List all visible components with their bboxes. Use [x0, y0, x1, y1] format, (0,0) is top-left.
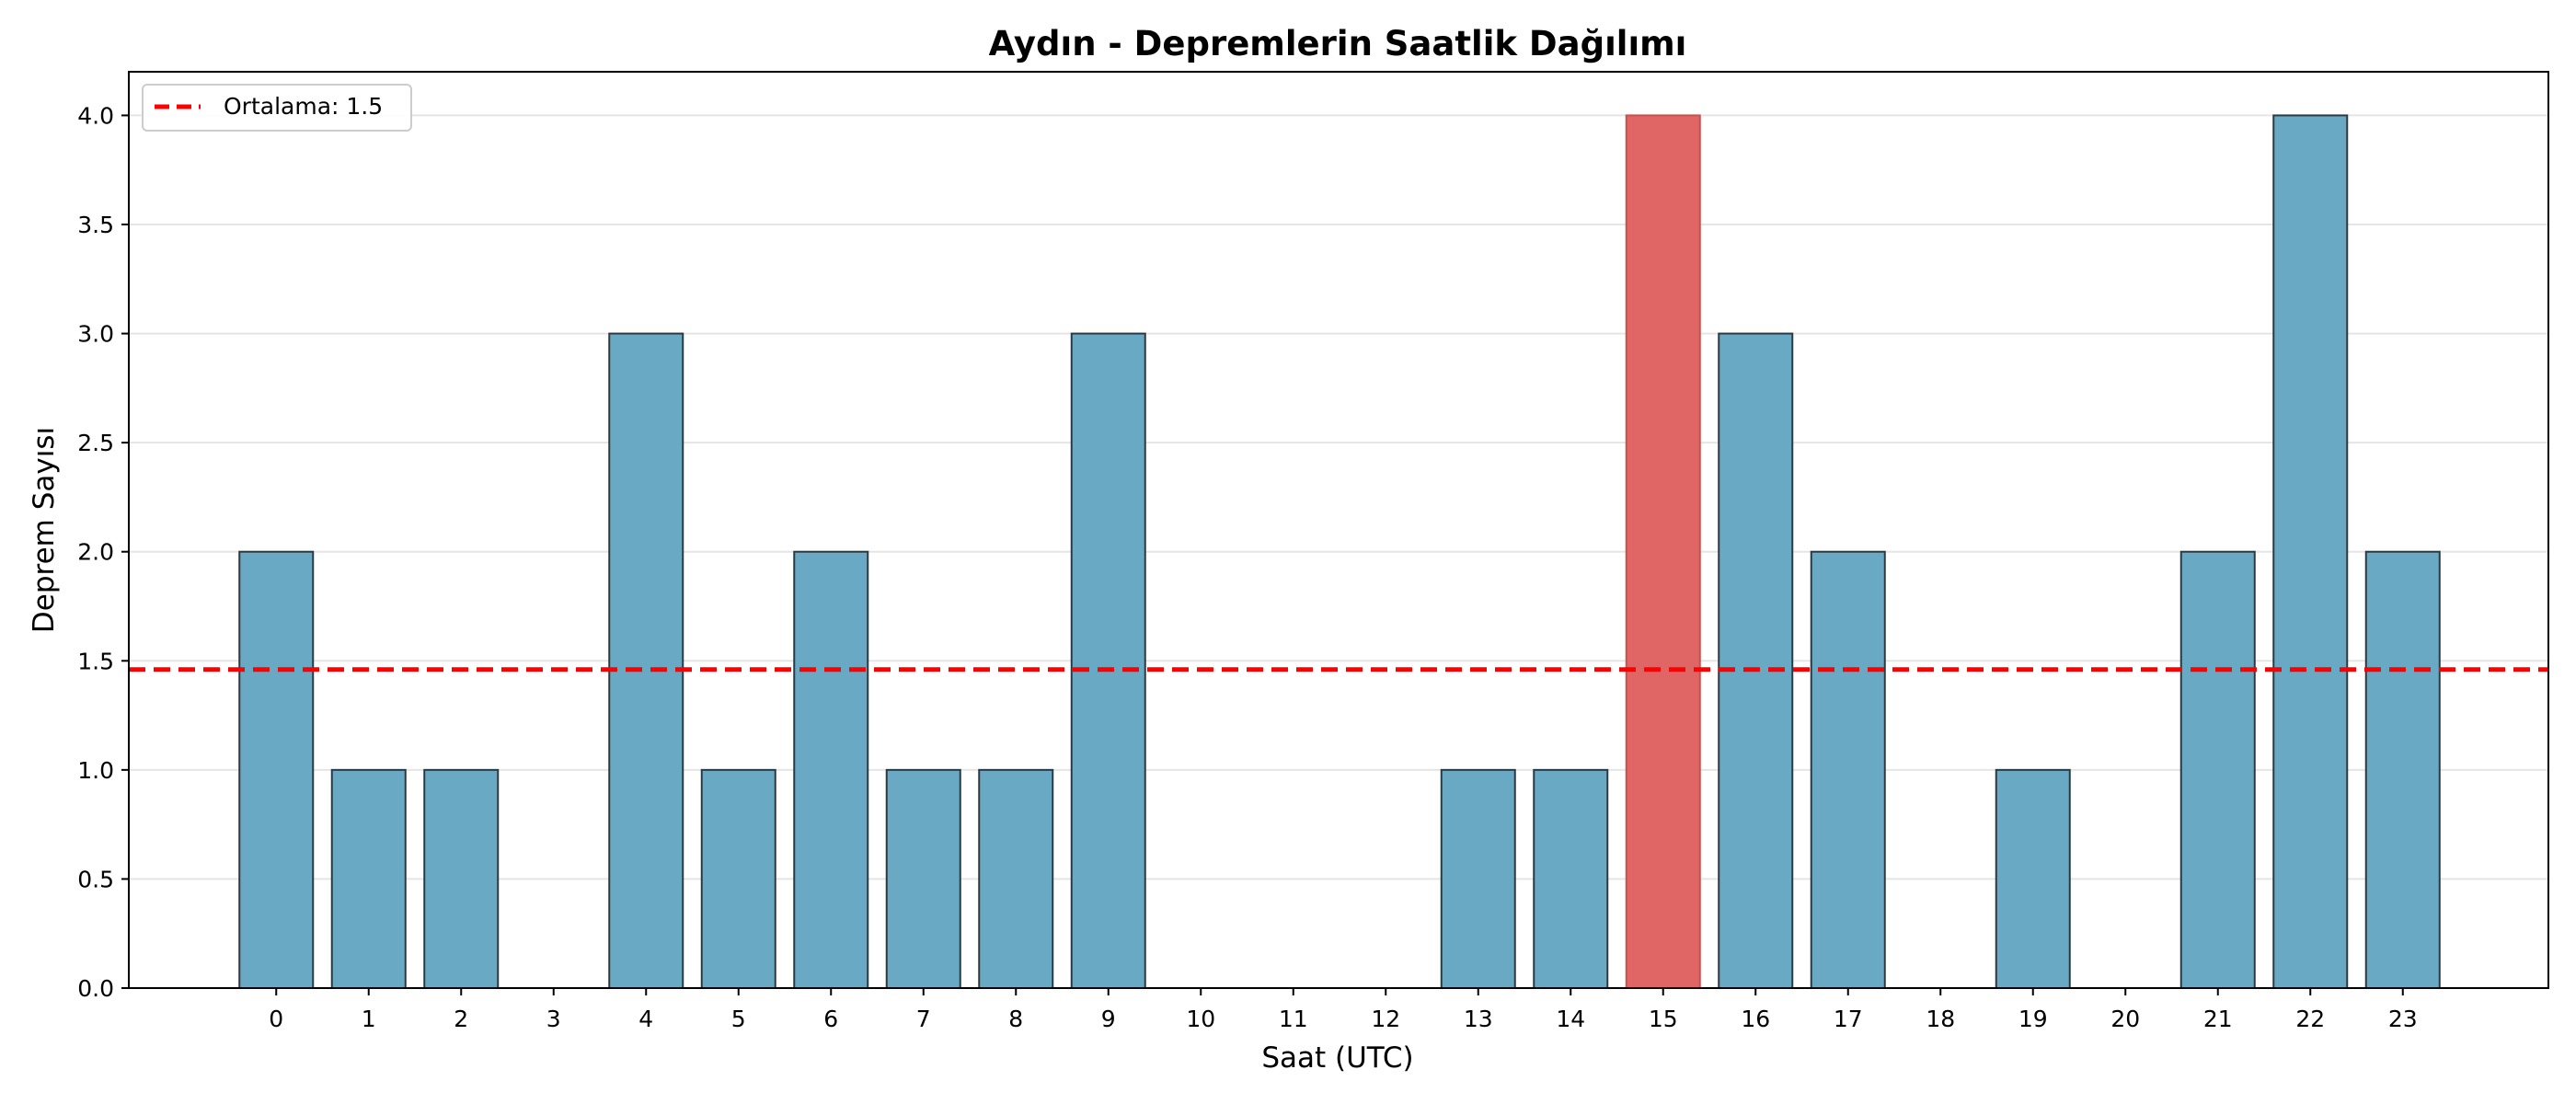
bar	[238, 550, 315, 989]
x-tick-label: 6	[823, 1006, 838, 1032]
x-tick-label: 4	[638, 1006, 653, 1032]
bar	[700, 768, 776, 989]
x-axis-ticks: 0 1 2 3 4 5 6 7 8 9 10 11 12 13 14 15 16 17 18 19 20 21 22 23	[269, 988, 2418, 1032]
bar	[608, 332, 684, 990]
bar	[1718, 332, 1794, 990]
x-tick-label: 13	[1464, 1006, 1493, 1032]
y-tick-label: 2.5	[77, 430, 114, 456]
bars	[238, 114, 2441, 990]
bar	[978, 768, 1054, 989]
legend-box	[142, 84, 412, 132]
x-tick-label: 15	[1649, 1006, 1678, 1032]
x-tick-label: 10	[1186, 1006, 1215, 1032]
x-axis-label: Saat (UTC)	[1261, 1041, 1413, 1075]
bar-highlight	[1625, 114, 1701, 989]
y-tick-label: 3.5	[77, 212, 114, 238]
bar	[1810, 550, 1886, 989]
bar	[2364, 550, 2441, 989]
x-tick-label: 22	[2295, 1006, 2325, 1032]
bar	[1995, 768, 2071, 989]
x-tick-label: 7	[916, 1006, 931, 1032]
y-tick-label: 1.5	[77, 648, 114, 674]
x-tick-label: 2	[454, 1006, 468, 1032]
y-tick-label: 3.0	[77, 321, 114, 348]
y-axis-ticks: 0.0 0.5 1.0 1.5 2.0 2.5 3.0 3.5 4.0	[77, 102, 129, 1002]
x-tick-label: 19	[2018, 1006, 2048, 1032]
y-axis-label: Deprem Sayısı	[28, 427, 61, 633]
legend: Ortalama: 1.5	[142, 84, 412, 132]
x-tick-label: 9	[1101, 1006, 1116, 1032]
x-tick-label: 17	[1834, 1006, 1863, 1032]
y-tick-label: 2.0	[77, 539, 114, 566]
bar	[1440, 768, 1516, 989]
x-tick-label: 14	[1556, 1006, 1585, 1032]
bar	[2272, 114, 2349, 989]
x-tick-label: 12	[1371, 1006, 1400, 1032]
bar	[423, 768, 500, 989]
x-tick-label: 1	[362, 1006, 376, 1032]
x-tick-label: 5	[731, 1006, 746, 1032]
x-tick-label: 16	[1741, 1006, 1770, 1032]
bar	[1533, 768, 1609, 989]
y-tick-label: 4.0	[77, 102, 114, 129]
x-tick-label: 0	[269, 1006, 283, 1032]
x-tick-label: 3	[546, 1006, 561, 1032]
x-tick-label: 23	[2388, 1006, 2418, 1032]
bar	[1070, 332, 1146, 990]
y-tick-label: 1.0	[77, 757, 114, 784]
x-tick-label: 11	[1279, 1006, 1308, 1032]
x-tick-label: 21	[2203, 1006, 2233, 1032]
x-tick-label: 20	[2110, 1006, 2140, 1032]
plot-frame	[128, 71, 2549, 989]
x-tick-label: 8	[1008, 1006, 1023, 1032]
grid-lines	[129, 114, 2548, 989]
bar	[330, 768, 407, 989]
bar	[885, 768, 961, 989]
bar	[2179, 550, 2256, 989]
chart-title: Aydın - Depremlerin Saatlik Dağılımı	[989, 24, 1687, 63]
y-tick-label: 0.0	[77, 975, 114, 1002]
x-tick-label: 18	[1926, 1006, 1955, 1032]
bar	[793, 550, 869, 989]
legend-mean-label: Ortalama: 1.5	[224, 93, 383, 120]
y-tick-label: 0.5	[77, 866, 114, 892]
